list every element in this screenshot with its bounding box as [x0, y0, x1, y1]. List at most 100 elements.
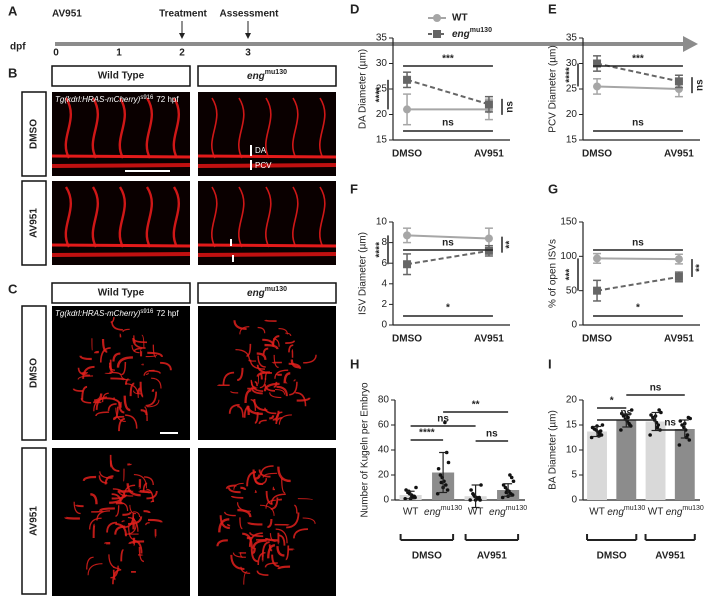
data-point — [472, 493, 476, 497]
vessel — [269, 533, 276, 542]
x-tick-label: AV951 — [664, 149, 694, 160]
vessel — [275, 416, 283, 425]
x-tick-label: engmu130 — [489, 505, 527, 517]
vessel — [90, 493, 98, 505]
data-point — [629, 408, 634, 412]
vessel — [289, 381, 298, 396]
vessel — [110, 565, 119, 579]
y-axis-label: Number of Kugeln per Embryo — [360, 382, 371, 518]
vessel — [121, 361, 127, 376]
point — [403, 105, 412, 114]
transgene-sup: s916 — [140, 95, 154, 101]
vessel — [147, 351, 164, 358]
vessel — [275, 389, 286, 395]
treatment-label: Treatment — [159, 9, 207, 20]
vessel — [303, 354, 317, 364]
x-tick-label: engmu130 — [666, 505, 704, 517]
data-point — [589, 435, 594, 440]
vessel — [264, 319, 277, 322]
vessel — [294, 504, 298, 514]
vessel — [86, 556, 94, 570]
vessel — [101, 339, 108, 353]
vessel — [133, 511, 141, 518]
vessel — [238, 97, 245, 159]
column-header-sup: mu130 — [265, 69, 287, 76]
vessel — [277, 466, 291, 483]
row-label-box — [21, 180, 47, 266]
timeline-day: 2 — [179, 48, 185, 59]
data-point — [619, 428, 623, 432]
vessel — [288, 362, 302, 369]
data-point — [468, 498, 473, 502]
data-point — [511, 479, 516, 484]
data-point — [414, 485, 418, 490]
point — [484, 100, 493, 109]
y-tick-label: 150 — [560, 217, 577, 228]
vessel — [273, 381, 278, 388]
vessel — [91, 510, 104, 513]
vessel — [197, 163, 337, 168]
vessel — [257, 355, 266, 368]
legend-marker — [433, 30, 441, 38]
vessel — [64, 97, 72, 159]
vessel — [126, 483, 141, 497]
bar — [616, 420, 637, 500]
data-point — [469, 488, 473, 492]
vessel — [99, 347, 111, 363]
vessel — [119, 502, 129, 511]
vessel — [230, 391, 239, 394]
point — [593, 254, 602, 263]
panel-letter: E — [548, 1, 557, 16]
row-label-box — [21, 305, 47, 441]
vessel — [121, 520, 125, 523]
y-tick-label: 20 — [566, 395, 578, 406]
vessel — [133, 473, 148, 489]
y-tick-label: 20 — [566, 109, 578, 120]
significance-label: ns — [664, 418, 676, 429]
y-axis-label: DA Diameter (µm) — [358, 49, 369, 129]
vessel — [246, 471, 257, 487]
x-tick-label-main: eng — [607, 507, 624, 518]
column-header-main: eng — [247, 71, 265, 82]
vessel — [151, 389, 155, 392]
vessel — [237, 367, 244, 382]
vessel — [95, 411, 110, 417]
vessel — [110, 377, 126, 381]
vessel — [260, 504, 275, 516]
timeline-day: 3 — [245, 48, 251, 59]
vessel — [151, 377, 162, 389]
vessel — [248, 532, 263, 547]
column-header: engmu130 — [247, 69, 287, 81]
event-arrowhead — [245, 33, 251, 39]
stage: 72 hpf — [156, 309, 179, 318]
vessel — [225, 484, 237, 489]
group-label: DMSO — [412, 551, 442, 562]
vessel — [127, 516, 139, 532]
vessel — [118, 97, 126, 159]
y-tick-label: 0 — [571, 320, 577, 331]
significance-label: * — [636, 303, 640, 314]
vessel — [248, 360, 257, 362]
vessel — [285, 340, 296, 345]
data-point — [503, 485, 508, 490]
vessel — [263, 382, 280, 392]
y-tick-label: 10 — [376, 217, 388, 228]
y-tick-label: 40 — [378, 445, 390, 456]
vessel-label: PCV — [255, 161, 272, 170]
data-point — [445, 488, 450, 492]
vessel — [51, 252, 191, 257]
data-point — [651, 415, 655, 420]
vessel — [127, 463, 132, 466]
column-header-main: eng — [247, 288, 265, 299]
transgene-name: Tg(kdrl:HRAS-mCherry) — [55, 309, 141, 318]
micrograph — [52, 448, 190, 596]
data-point — [657, 408, 661, 412]
column-header: Wild Type — [98, 71, 145, 82]
significance-label: **** — [375, 87, 386, 103]
x-tick-label: DMSO — [392, 334, 422, 345]
vessel — [230, 554, 245, 570]
significance-label: ns — [486, 429, 498, 440]
y-tick-label: 15 — [566, 420, 578, 431]
y-axis-label: % of open ISVs — [548, 239, 559, 308]
x-tick-label: WT — [589, 507, 605, 518]
